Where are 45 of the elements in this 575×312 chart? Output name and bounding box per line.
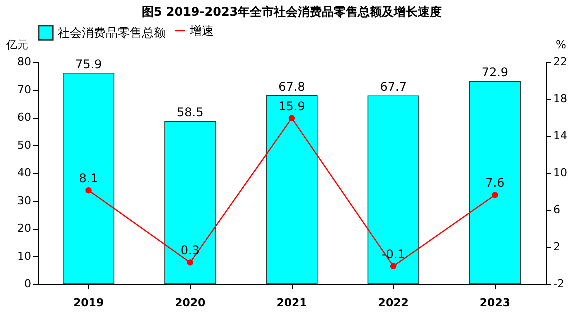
- y2-tick-label: 14: [554, 130, 568, 142]
- y-tick-label: 40: [18, 166, 32, 180]
- bar: [469, 81, 521, 284]
- y-tick-label: 80: [18, 56, 32, 68]
- data-label: 75.9: [75, 57, 102, 72]
- point: [492, 192, 498, 198]
- point: [390, 263, 397, 270]
- y2-tick-label: 18: [554, 92, 568, 106]
- data-label: 72.9: [482, 66, 509, 80]
- data-label: 7.6: [486, 176, 505, 190]
- y-tick-label: 0: [24, 278, 32, 290]
- x-tick-label: 2019: [73, 296, 104, 310]
- y2-tick-label: 2: [554, 240, 560, 254]
- bar: [368, 96, 420, 284]
- chart-title: 图5 2019-2023年全市社会消费品零售总额及增长速度: [142, 5, 442, 19]
- data-label: 58.5: [177, 106, 204, 120]
- y2-tick-label: -2: [554, 278, 564, 290]
- y2-tick-label: 6: [554, 204, 560, 216]
- y-tick-label: 10: [18, 250, 32, 263]
- bar: [63, 72, 115, 284]
- y-axis-title: 亿元: [6, 38, 28, 52]
- x-tick-label: 2022: [378, 296, 409, 310]
- data-label: 67.8: [278, 80, 306, 94]
- legend-label: 增速: [189, 24, 214, 38]
- point: [288, 115, 296, 122]
- data-label: 8.1: [79, 172, 98, 186]
- point: [86, 187, 92, 194]
- y-tick-label: 20: [18, 222, 32, 235]
- x-tick-label: 2021: [276, 296, 308, 310]
- point: [187, 260, 194, 266]
- legend-label: 社会消费品零售总额: [58, 26, 166, 40]
- data-label: 67.7: [380, 80, 407, 94]
- x-tick-label: 2020: [175, 296, 206, 310]
- y2-tick-label: 22: [554, 56, 568, 68]
- bar: [164, 121, 216, 284]
- y2-axis-title: %: [556, 38, 566, 52]
- y-tick-label: 30: [18, 194, 32, 208]
- y-tick-label: 60: [18, 111, 32, 124]
- data-label: 0.3: [180, 244, 200, 258]
- x-tick-label: 2023: [480, 296, 511, 310]
- y-tick-label: 50: [18, 138, 32, 152]
- data-label: 15.9: [278, 99, 306, 114]
- y2-tick-label: 10: [554, 166, 568, 180]
- y-tick-label: 70: [18, 83, 32, 96]
- bar: [266, 95, 318, 284]
